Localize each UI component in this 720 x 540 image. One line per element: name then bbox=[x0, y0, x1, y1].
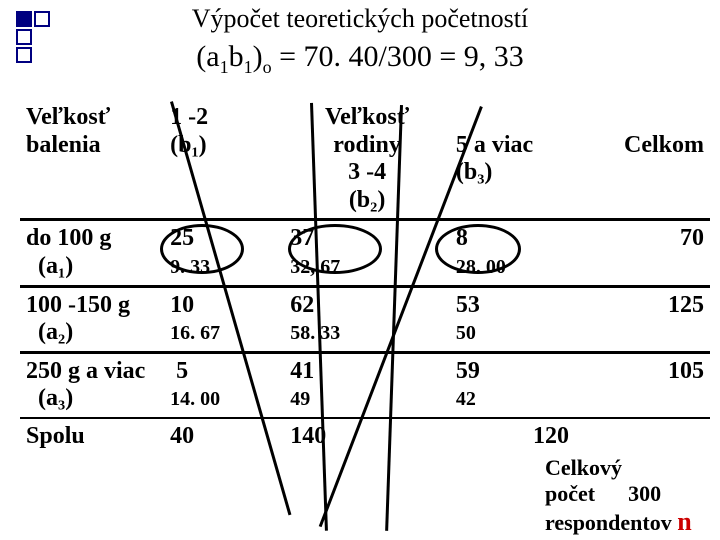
corner-header: Veľkosť balenia bbox=[20, 100, 164, 220]
col3-header: 5 a viac(b₃) bbox=[450, 100, 575, 220]
fc2: 140 bbox=[284, 418, 450, 455]
r2tot: 125 bbox=[575, 286, 710, 352]
col2-header: Veľkosť rodiny3 -4(b₂) bbox=[284, 100, 450, 220]
footer-label: Spolu bbox=[20, 418, 164, 455]
col1-header: 1 -2(b₁) bbox=[164, 100, 284, 220]
subtitle: (a1b1)o = 70. 40/300 = 9, 33 bbox=[0, 40, 720, 78]
r3tot: 105 bbox=[575, 352, 710, 418]
highlight-ellipse bbox=[160, 224, 244, 274]
r1tot: 70 bbox=[575, 220, 710, 286]
r2c3: 5350 bbox=[450, 286, 575, 352]
row2-label: 100 -150 g (a₂) bbox=[20, 286, 164, 352]
r2c2: 6258. 33 bbox=[284, 286, 450, 352]
row1-label: do 100 g (a₁) bbox=[20, 220, 164, 286]
ftot bbox=[575, 418, 710, 455]
total-header: Celkom bbox=[575, 100, 710, 220]
row3-label: 250 g a viac (a₃) bbox=[20, 352, 164, 418]
r3c1: 514. 00 bbox=[164, 352, 284, 418]
r2c1: 1016. 67 bbox=[164, 286, 284, 352]
fc3: 120 bbox=[450, 418, 575, 455]
highlight-ellipse bbox=[288, 224, 382, 274]
contingency-table: Veľkosť balenia 1 -2(b₁) Veľkosť rodiny3… bbox=[20, 100, 710, 455]
title: Výpočet teoretických početností bbox=[0, 4, 720, 34]
r3c3: 5942 bbox=[450, 352, 575, 418]
highlight-ellipse bbox=[435, 224, 521, 274]
note: Celkový počet 300 respondentov n bbox=[545, 455, 692, 537]
